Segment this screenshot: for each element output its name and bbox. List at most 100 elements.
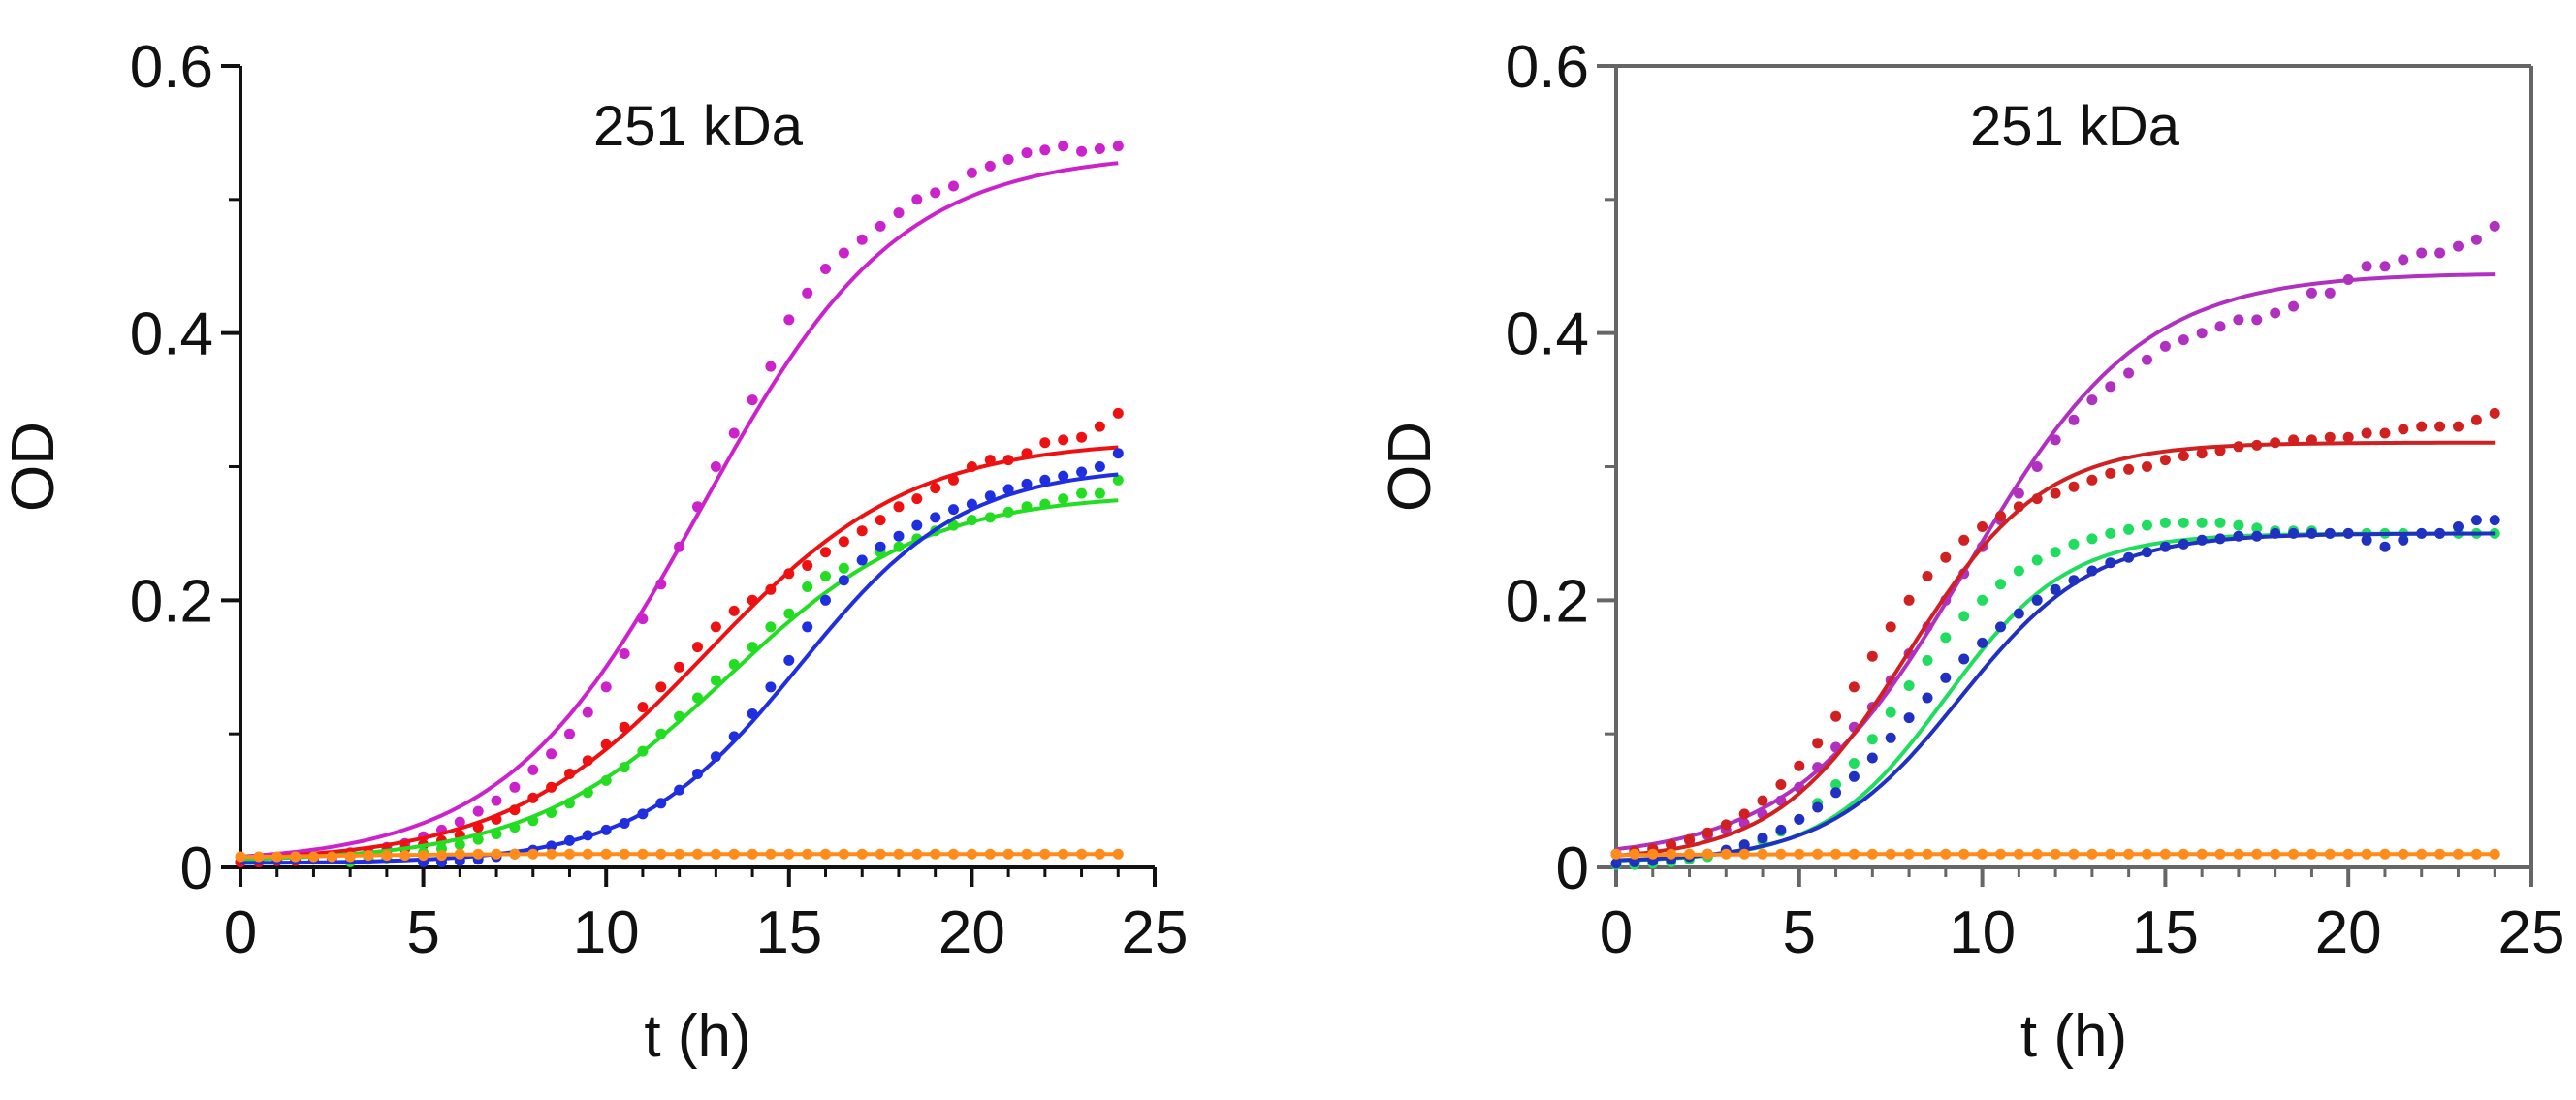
data-point	[893, 207, 905, 219]
data-point	[2123, 523, 2135, 535]
data-point	[2178, 451, 2189, 461]
data-point	[2251, 314, 2263, 326]
x-tick-label: 10	[573, 899, 640, 966]
data-point	[893, 848, 905, 860]
chart-title: 251 kDa	[1970, 95, 2180, 158]
data-point	[1757, 833, 1768, 844]
data-point	[1094, 421, 1105, 432]
data-point	[2214, 848, 2226, 860]
data-point	[2068, 538, 2080, 550]
data-point	[2416, 247, 2428, 259]
data-point	[1903, 594, 1915, 606]
data-point	[600, 681, 612, 693]
x-tick-label: 5	[406, 899, 439, 966]
data-point	[491, 813, 502, 825]
data-point	[2342, 527, 2354, 539]
data-point	[1738, 808, 1750, 820]
data-point	[2489, 515, 2500, 526]
chart-panel-left: 0 0.2 0.4 0.6 0 5 10 15 20 25 251 kDa t (h) OD	[0, 34, 1188, 1070]
chart-panel-right: 0 0.2 0.4 0.6 0 5 10 15 20 25 251 kDa t (h) OD	[1377, 34, 2564, 1070]
data-point	[838, 536, 849, 548]
y-axis-label: OD	[1377, 422, 1444, 512]
data-point	[564, 769, 575, 779]
data-point	[1903, 712, 1915, 724]
data-point	[1058, 470, 1069, 482]
data-point	[674, 541, 685, 552]
data-point	[802, 287, 813, 299]
data-point	[1021, 147, 1033, 159]
data-point	[893, 501, 905, 513]
data-point	[2086, 533, 2098, 545]
data-point	[820, 594, 831, 606]
data-point	[546, 840, 557, 852]
data-point	[802, 581, 813, 592]
data-point	[582, 848, 593, 860]
data-point	[2013, 608, 2024, 619]
data-point	[1794, 760, 1805, 771]
data-point	[472, 805, 484, 817]
data-point	[1958, 611, 1970, 622]
data-point	[600, 824, 612, 835]
data-point	[1922, 692, 1933, 704]
data-point	[765, 621, 777, 633]
data-point	[546, 748, 557, 760]
data-point	[802, 848, 813, 860]
data-point	[838, 562, 849, 574]
data-point	[783, 314, 795, 326]
data-point	[1812, 801, 1824, 813]
data-point	[2050, 487, 2061, 499]
data-point	[1977, 594, 1988, 606]
data-point	[1666, 839, 1677, 851]
data-point	[820, 264, 831, 274]
data-point	[692, 848, 703, 860]
data-point	[2142, 461, 2152, 472]
data-point	[2379, 427, 2391, 439]
data-point	[509, 822, 521, 833]
data-point	[2251, 439, 2263, 451]
data-point	[1039, 848, 1051, 860]
y-tick-label: 0.4	[1506, 301, 1589, 368]
data-point	[1866, 848, 1878, 860]
data-point	[655, 798, 667, 809]
data-point	[472, 848, 484, 860]
data-point	[783, 608, 795, 619]
x-tick-label: 10	[1949, 899, 2016, 966]
data-point	[2031, 554, 2043, 566]
data-point	[2361, 534, 2372, 546]
data-point	[2159, 541, 2171, 552]
data-point	[2251, 530, 2263, 542]
data-point	[2379, 848, 2391, 860]
data-point	[1610, 858, 1622, 869]
data-point	[1848, 758, 1860, 769]
data-point	[546, 848, 557, 860]
data-point	[1775, 824, 1787, 835]
data-point	[1775, 779, 1787, 790]
data-point	[948, 848, 959, 860]
data-point	[783, 568, 795, 580]
data-point	[527, 792, 539, 803]
data-point	[1002, 455, 1014, 466]
data-point	[1794, 813, 1805, 825]
data-point	[491, 829, 502, 839]
data-point	[2068, 575, 2080, 586]
data-point	[2159, 848, 2171, 860]
data-point	[2233, 314, 2244, 326]
data-point	[2214, 517, 2226, 528]
x-axis-label: t (h)	[644, 1003, 750, 1070]
data-point	[692, 692, 703, 704]
data-point	[1738, 839, 1750, 851]
data-point	[1995, 848, 2006, 860]
data-point	[619, 818, 630, 829]
data-point	[600, 848, 612, 860]
data-point	[930, 187, 941, 199]
data-point	[2306, 527, 2317, 539]
data-point	[2142, 519, 2152, 531]
data-point	[728, 427, 740, 439]
data-point	[2453, 421, 2464, 432]
data-point	[2270, 437, 2281, 449]
data-point	[875, 220, 886, 232]
data-point	[582, 707, 593, 718]
x-tick-label: 20	[938, 899, 1005, 966]
data-point	[875, 848, 886, 860]
data-point	[1922, 654, 1933, 666]
